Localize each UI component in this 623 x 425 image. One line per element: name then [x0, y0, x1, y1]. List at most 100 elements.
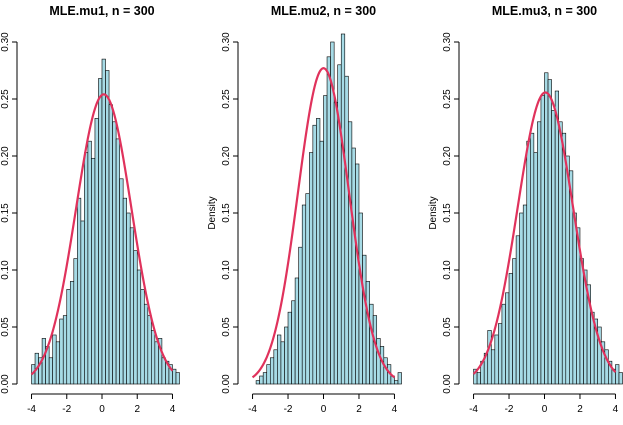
histogram-bar: [133, 250, 138, 385]
histogram-bar: [291, 300, 296, 385]
histogram-bar: [312, 124, 317, 385]
histogram-bar: [397, 372, 402, 385]
histogram-bar: [129, 227, 135, 385]
x-tick-label: 2: [577, 404, 583, 415]
x-tick-label: -2: [62, 404, 71, 415]
histogram-bar: [340, 33, 346, 385]
y-tick-label: 0.25: [221, 89, 232, 109]
histogram-bar: [501, 303, 506, 385]
histogram-bar: [112, 121, 117, 385]
histogram-bar: [255, 380, 260, 385]
histogram-bar: [98, 78, 103, 385]
y-tick-label: 0.15: [0, 203, 11, 223]
histogram-bar: [287, 311, 292, 385]
histogram-bar: [515, 235, 520, 385]
histogram-bar: [73, 258, 78, 385]
y-tick-label: 0.30: [0, 32, 11, 52]
histogram-bar: [259, 375, 264, 385]
histogram-bar: [369, 303, 374, 385]
y-tick-label: 0.25: [442, 89, 453, 109]
histogram-bar: [376, 338, 381, 385]
histogram-bar: [326, 56, 331, 385]
histogram-bar: [62, 315, 68, 385]
x-tick-label: 0: [99, 404, 105, 415]
x-tick-label: -2: [505, 404, 514, 415]
histogram-bar: [172, 368, 177, 385]
histogram-bar: [294, 277, 299, 385]
y-tick-label: 0.30: [221, 32, 232, 52]
histogram-bar: [537, 121, 542, 385]
panel-mle-mu3: MLE.mu3, n = 300 Density 0.00 0.05 0.10 0.15 0…: [428, 4, 623, 415]
histogram-bar: [487, 330, 492, 385]
histogram-bar: [59, 318, 64, 385]
histogram-bar: [558, 121, 563, 385]
histogram-bar: [498, 323, 503, 385]
histogram-bar: [615, 364, 620, 385]
histogram-bar: [565, 155, 570, 385]
y-tick-label: 0.00: [442, 374, 453, 394]
histogram-bar: [284, 326, 289, 385]
histogram-bar: [305, 193, 310, 385]
histogram-bar: [101, 58, 106, 385]
histogram-bar: [80, 220, 85, 385]
histogram-bar: [126, 212, 131, 385]
normal-density-curve: [30, 93, 174, 376]
histogram-bar: [151, 330, 156, 385]
histogram-bar: [175, 372, 180, 385]
histogram-bar: [494, 334, 499, 385]
histogram-bar: [119, 178, 124, 385]
histogram-bar: [358, 212, 363, 385]
histogram-bar: [348, 121, 353, 385]
histogram-bar: [544, 72, 549, 385]
histogram-bar: [533, 152, 538, 385]
histogram-bar: [365, 281, 370, 385]
histogram-bar: [48, 357, 53, 385]
histogram-bar: [266, 364, 271, 385]
histogram-bar: [87, 140, 92, 385]
x-tick-label: 0: [321, 404, 327, 415]
y-tick-label: 0.05: [442, 317, 453, 337]
histogram-bar: [344, 75, 349, 385]
histogram-bar: [69, 281, 75, 385]
x-tick-label: -2: [284, 404, 293, 415]
panel-mle-mu1: MLE.mu1, n = 300 0.00 0.05 0.10 0.15 0.20 0.25…: [0, 4, 180, 415]
histogram-bar: [351, 147, 356, 385]
histogram-bar: [372, 315, 378, 385]
histogram-bar: [572, 212, 577, 385]
y-tick-label: 0.10: [442, 260, 453, 280]
y-tick-label: 0.30: [442, 32, 453, 52]
y-tick-label: 0.25: [0, 89, 11, 109]
histogram-bar: [526, 140, 531, 385]
histogram-bar: [476, 372, 481, 385]
histogram-bar: [540, 95, 545, 385]
normal-density-curve: [472, 91, 617, 375]
histogram-bar: [136, 269, 142, 385]
histogram-bar: [551, 110, 556, 385]
x-tick-label: 4: [170, 404, 176, 415]
histogram-bar: [77, 197, 82, 385]
histogram-bar: [269, 357, 275, 385]
histogram-bar: [505, 292, 510, 385]
y-tick-label: 0.15: [221, 203, 232, 223]
histogram-bar: [530, 132, 535, 385]
y-tick-label: 0.00: [221, 374, 232, 394]
x-tick-label: 0: [542, 404, 548, 415]
histogram-bar: [105, 70, 110, 385]
histogram-bar: [301, 204, 307, 385]
y-axis-label: Density: [207, 196, 218, 229]
histogram-bar: [519, 212, 524, 385]
histogram-bar: [394, 380, 399, 385]
histogram-bar: [323, 95, 328, 385]
panel-mle-mu2: MLE.mu2, n = 300 Density 0.00 0.05 0.10 0.15 0…: [207, 4, 402, 415]
x-tick-label: 2: [134, 404, 140, 415]
y-tick-label: 0.20: [221, 146, 232, 166]
x-tick-label: 2: [356, 404, 362, 415]
histogram-bar: [547, 79, 552, 385]
histogram-bar: [277, 334, 282, 385]
histogram-bar: [140, 289, 145, 385]
x-tick-label: -4: [27, 404, 36, 415]
y-tick-label: 0.00: [0, 374, 11, 394]
histogram-bar: [333, 102, 338, 385]
histogram-bar: [309, 152, 314, 385]
chart-title: MLE.mu2, n = 300: [271, 4, 376, 18]
